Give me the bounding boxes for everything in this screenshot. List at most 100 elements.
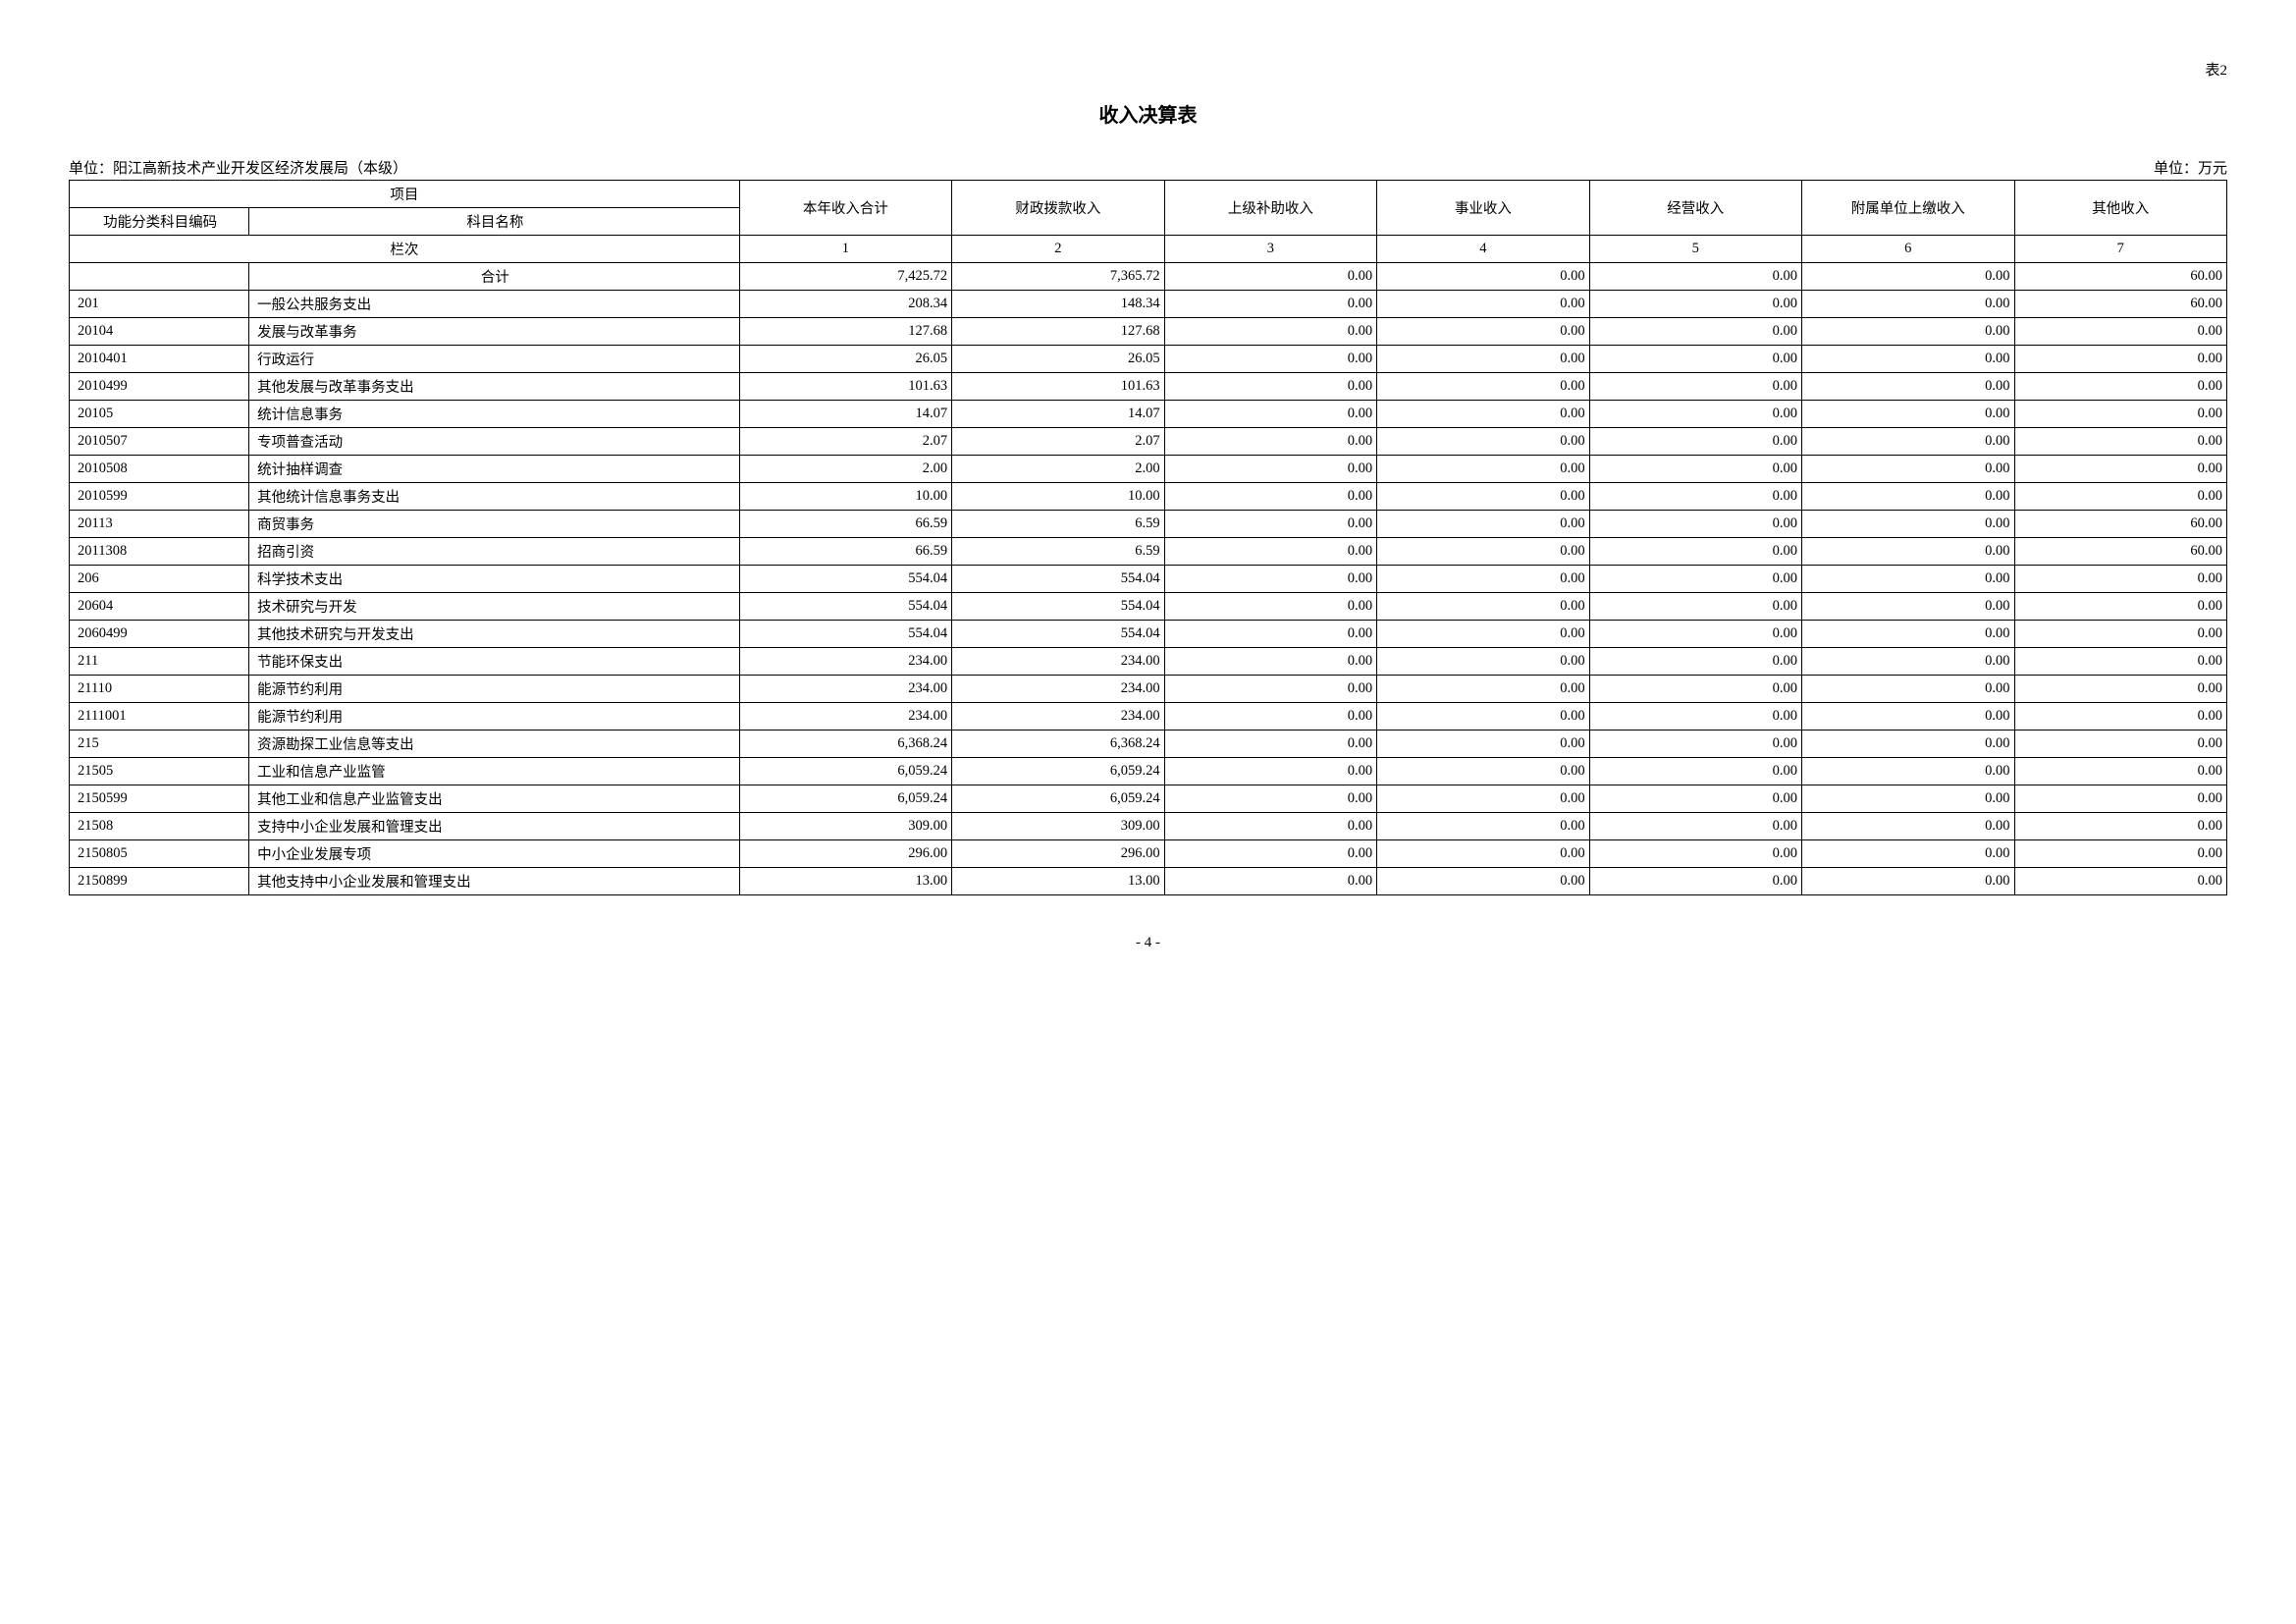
- cell-code: 211: [70, 648, 249, 676]
- table-label: 表2: [69, 59, 2227, 80]
- cell-value: 309.00: [739, 813, 951, 840]
- cell-value: 7,365.72: [952, 263, 1164, 291]
- cell-value: 0.00: [1377, 373, 1589, 401]
- cell-value: 0.00: [1377, 318, 1589, 346]
- cell-name: 科学技术支出: [249, 566, 740, 593]
- cell-value: 101.63: [739, 373, 951, 401]
- cell-value: 2.00: [739, 456, 951, 483]
- cell-value: 0.00: [1164, 758, 1376, 785]
- cell-value: 60.00: [2014, 538, 2227, 566]
- cell-value: 0.00: [1802, 703, 2014, 731]
- cell-code: 2060499: [70, 621, 249, 648]
- table-row: 2150899其他支持中小企业发展和管理支出13.0013.000.000.00…: [70, 868, 2227, 895]
- cell-value: 0.00: [1377, 428, 1589, 456]
- table-row: 2010508统计抽样调查2.002.000.000.000.000.000.0…: [70, 456, 2227, 483]
- cell-value: 0.00: [1802, 813, 2014, 840]
- cell-name: 招商引资: [249, 538, 740, 566]
- header-n6: 6: [1802, 236, 2014, 263]
- cell-value: 0.00: [2014, 676, 2227, 703]
- cell-value: 0.00: [1802, 346, 2014, 373]
- cell-value: 0.00: [2014, 703, 2227, 731]
- cell-value: 0.00: [2014, 868, 2227, 895]
- cell-value: 0.00: [1802, 593, 2014, 621]
- cell-code: 20105: [70, 401, 249, 428]
- header-n5: 5: [1589, 236, 1801, 263]
- cell-name: 统计抽样调查: [249, 456, 740, 483]
- cell-value: 0.00: [1802, 401, 2014, 428]
- table-row: 2010401行政运行26.0526.050.000.000.000.000.0…: [70, 346, 2227, 373]
- cell-code: 2150899: [70, 868, 249, 895]
- cell-value: 6,059.24: [952, 758, 1164, 785]
- cell-value: 0.00: [2014, 401, 2227, 428]
- cell-name: 统计信息事务: [249, 401, 740, 428]
- cell-value: 0.00: [1377, 813, 1589, 840]
- cell-value: 0.00: [1164, 703, 1376, 731]
- cell-value: 2.07: [952, 428, 1164, 456]
- header-project: 项目: [70, 181, 740, 208]
- cell-value: 2.07: [739, 428, 951, 456]
- cell-value: 0.00: [1802, 840, 2014, 868]
- cell-value: 234.00: [739, 676, 951, 703]
- table-row: 21508支持中小企业发展和管理支出309.00309.000.000.000.…: [70, 813, 2227, 840]
- cell-value: 0.00: [1802, 676, 2014, 703]
- cell-code: 21110: [70, 676, 249, 703]
- cell-value: 0.00: [1164, 346, 1376, 373]
- cell-value: 0.00: [1164, 785, 1376, 813]
- table-row: 215资源勘探工业信息等支出6,368.246,368.240.000.000.…: [70, 731, 2227, 758]
- cell-value: 0.00: [1164, 318, 1376, 346]
- cell-value: 0.00: [1377, 703, 1589, 731]
- page-title: 收入决算表: [69, 99, 2227, 128]
- cell-name: 其他工业和信息产业监管支出: [249, 785, 740, 813]
- header-col4: 事业收入: [1377, 181, 1589, 236]
- cell-value: 26.05: [739, 346, 951, 373]
- cell-value: 0.00: [2014, 840, 2227, 868]
- cell-value: 10.00: [739, 483, 951, 511]
- cell-value: 0.00: [2014, 813, 2227, 840]
- cell-code: 2010507: [70, 428, 249, 456]
- cell-value: 0.00: [1164, 456, 1376, 483]
- cell-value: 0.00: [1589, 868, 1801, 895]
- cell-value: 0.00: [2014, 456, 2227, 483]
- page-number: - 4 -: [69, 935, 2227, 951]
- table-row: 20104发展与改革事务127.68127.680.000.000.000.00…: [70, 318, 2227, 346]
- cell-value: 6.59: [952, 538, 1164, 566]
- cell-value: 6,368.24: [952, 731, 1164, 758]
- table-row: 2010599其他统计信息事务支出10.0010.000.000.000.000…: [70, 483, 2227, 511]
- cell-value: 0.00: [1589, 758, 1801, 785]
- cell-value: 554.04: [952, 566, 1164, 593]
- cell-value: 0.00: [1164, 840, 1376, 868]
- cell-value: 0.00: [2014, 593, 2227, 621]
- cell-value: 0.00: [1164, 483, 1376, 511]
- unit-left: 单位：阳江高新技术产业开发区经济发展局（本级）: [69, 157, 407, 178]
- table-row: 2060499其他技术研究与开发支出554.04554.040.000.000.…: [70, 621, 2227, 648]
- cell-code: 2010499: [70, 373, 249, 401]
- cell-value: 0.00: [1802, 263, 2014, 291]
- cell-value: 0.00: [1164, 428, 1376, 456]
- cell-name: 其他支持中小企业发展和管理支出: [249, 868, 740, 895]
- header-col5: 经营收入: [1589, 181, 1801, 236]
- cell-value: 0.00: [1164, 676, 1376, 703]
- table-row: 211节能环保支出234.00234.000.000.000.000.000.0…: [70, 648, 2227, 676]
- header-col3: 上级补助收入: [1164, 181, 1376, 236]
- cell-value: 234.00: [952, 648, 1164, 676]
- table-row: 201一般公共服务支出208.34148.340.000.000.000.006…: [70, 291, 2227, 318]
- cell-value: 0.00: [1164, 538, 1376, 566]
- cell-value: 0.00: [1377, 291, 1589, 318]
- cell-value: 0.00: [1802, 428, 2014, 456]
- cell-value: 0.00: [2014, 483, 2227, 511]
- header-col-order: 栏次: [70, 236, 740, 263]
- cell-value: 13.00: [952, 868, 1164, 895]
- cell-value: 0.00: [1377, 456, 1589, 483]
- cell-code: 21505: [70, 758, 249, 785]
- cell-code: 2010401: [70, 346, 249, 373]
- unit-right: 单位：万元: [2154, 157, 2227, 178]
- cell-value: 7,425.72: [739, 263, 951, 291]
- cell-name: 技术研究与开发: [249, 593, 740, 621]
- cell-value: 0.00: [1802, 456, 2014, 483]
- cell-code: 2010508: [70, 456, 249, 483]
- cell-value: 0.00: [1802, 785, 2014, 813]
- cell-value: 0.00: [1164, 868, 1376, 895]
- cell-name: 商贸事务: [249, 511, 740, 538]
- cell-value: 0.00: [1589, 676, 1801, 703]
- table-row: 合计7,425.727,365.720.000.000.000.0060.00: [70, 263, 2227, 291]
